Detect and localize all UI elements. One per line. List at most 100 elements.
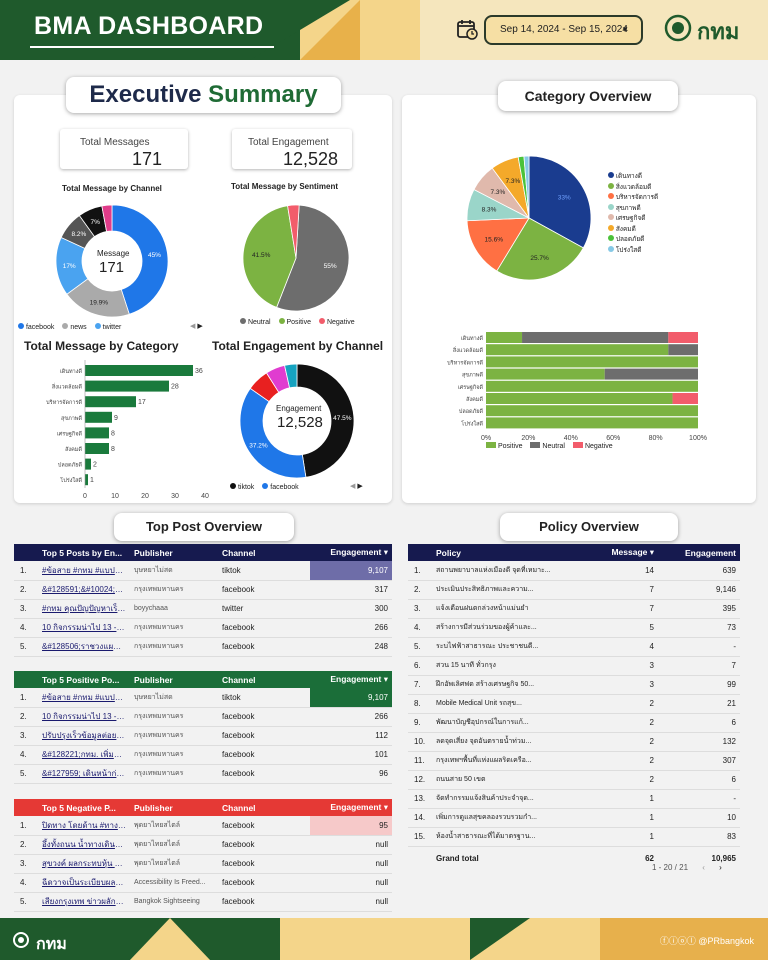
message-by-channel-donut: 45% 19.9% 17% 8.2% 7% [55, 204, 169, 318]
table-row[interactable]: 10. ลดจุดเสี่ยง จุดอันตรายน้ำท่วม... 2 132 [408, 732, 740, 752]
slice-label-0: 33% [558, 195, 571, 202]
date-range-text: Sep 14, 2024 - Sep 15, 2024 [500, 24, 628, 35]
slice-2 [287, 204, 300, 259]
bar-value-6: 2 [93, 462, 97, 469]
table-row[interactable]: 9. พัฒนาบัญชีอุปกรณ์ในการแก้... 2 6 [408, 713, 740, 733]
stack-seg-3-1 [604, 368, 698, 380]
category-overview-panel [402, 95, 756, 503]
stack-seg-2-0 [486, 356, 698, 368]
slice-0 [296, 363, 355, 478]
table-row[interactable]: 11. กรุงเทพฯพื้นที่แห่งแผลริดเครือ... 2 307 [408, 751, 740, 771]
engagement-legend: tiktok facebook [230, 483, 299, 491]
bar-3 [85, 411, 112, 423]
slice-2 [466, 217, 530, 272]
engagement-by-channel-donut: 47.5% 37.2% [239, 363, 355, 479]
table-row[interactable]: 15. ห้องน้ำสาธารณะที่ได้มาตรฐาน... 1 83 [408, 827, 740, 847]
social-handle: ⓕⓘⓞⓛ @PRbangkok [659, 936, 754, 946]
slice-label-1: 41.5% [252, 252, 271, 259]
table-row[interactable]: 12. ถนนสาย 50 เขต 2 6 [408, 770, 740, 790]
top-positive-posts-table: Top 5 Positive Po... Publisher Channel Enga… [14, 671, 392, 784]
table-row[interactable]: 6. สวน 15 นาที ทั่วกรุง 3 7 [408, 656, 740, 676]
slice-label-1: 37.2% [249, 443, 268, 450]
table-row[interactable]: 7. ฝึกอัพเลิศฟด สร้างเศรษฐกิจ 50... 3 99 [408, 675, 740, 695]
table-row[interactable]: 4. สร้างการมีส่วนร่วมของผู้ค้าและ... 5 73 [408, 618, 740, 638]
table-row[interactable]: 4. 10 กิจกรรมน่าไป 13 - 19... กรุงเทพมหานค… [14, 618, 392, 638]
date-range-picker[interactable]: Sep 14, 2024 - Sep 15, 2024 ▼ [484, 15, 643, 45]
policy-table: Policy Message ▾ Engagement 1. สถานพยาบาลแห่… [408, 544, 740, 870]
slice-label-2: 15.6% [485, 236, 504, 243]
table-row[interactable]: 2. 10 กิจกรรมน่าไป 13 - 19... กรุงเทพมหานค… [14, 707, 392, 727]
stacked-bar-legend: Positive Neutral Negative [486, 442, 613, 450]
top-posts-table: Top 5 Posts by En... Publisher Channel Enga… [14, 544, 392, 657]
stack-x-tick: 20% [521, 435, 535, 442]
table-row[interactable]: 5. &#127959; เดินหน้าก่อ... กรุงเทพมหานคร f… [14, 764, 392, 784]
table-row[interactable]: 1. ปิดทาง โดยด้าน #ทางผ่าน... พุดยาไทยสไตล… [14, 816, 392, 836]
top-post-overview-title: Top Post Overview [114, 513, 294, 541]
stack-seg-0-2 [668, 332, 698, 343]
stack-seg-7-0 [486, 417, 698, 429]
slice-label-0: 55% [324, 263, 337, 270]
table-row[interactable]: 3. สุขวงค์ ผลกระทบหุ้น ส่ง... พุดยาไทยสไตล… [14, 854, 392, 874]
dropdown-caret-icon: ▼ [621, 25, 629, 34]
cat-label-0: เดินทางดี [60, 368, 83, 375]
legend-item: สิ่งแวดล้อมดี [608, 182, 658, 194]
table-row[interactable]: 1.#ข้อสาย #กทม #แบประกาศ...บุษหยาไม่สดti… [14, 688, 392, 708]
total-messages-card: Total Messages 171 [60, 129, 188, 169]
footer: กทม ⓕⓘⓞⓛ @PRbangkok [0, 918, 768, 960]
table-header: Top 5 Negative P... Publisher Channel Engag… [14, 799, 392, 816]
table-row[interactable]: 8. Mobile Medical Unit รถสุข... 2 21 [408, 694, 740, 714]
channel-center-label: Message [97, 249, 130, 258]
table-row[interactable]: 1.#ข้อสาย #กทม #แบประกาศ...บุษหยาไม่สดti… [14, 561, 392, 581]
category-overview-legend: เดินทางดี สิ่งแวดล้อมดี บริหารจัดการดี ส… [608, 172, 658, 256]
slice-label-3: 8.3% [482, 207, 497, 214]
x-tick: 0 [83, 493, 87, 500]
table-row[interactable]: 3. ปรับปรุงเร็วข้อมูลต่อยอด... กรุงเทพมหาน… [14, 726, 392, 746]
x-tick: 30 [171, 493, 179, 500]
bar-1 [85, 380, 169, 392]
legend-page-arrows-icon[interactable]: ◀ ▶ [190, 323, 203, 330]
stack-cat-label-3: สุขภาพดี [462, 372, 483, 379]
table-row[interactable]: 5. ระบไฟฟ้าสาธารณะ ประชาชนดี... 4- [408, 637, 740, 657]
bar-5 [85, 443, 109, 454]
table-row[interactable]: 2. ประเมินประสิทธิภาพและความ... 7 9,146 [408, 580, 740, 600]
table-row[interactable]: 14. เพิ่มการดูแลสุขคลองรวบรวมกำ... 1 10 [408, 808, 740, 828]
bar-value-7: 1 [90, 477, 94, 484]
table-header: Top 5 Positive Po... Publisher Channel Enga… [14, 671, 392, 688]
table-row[interactable]: 5. &#128506;ราชวงแผนการ... กรุงเทพมหานคร fa… [14, 637, 392, 657]
table-row[interactable]: 3. #กทม คุณปัญปัญหาเร็จฯ... boyychaaa twitt… [14, 599, 392, 619]
table-row[interactable]: 2.&#128591;&#10024;กรุงเทพ...กรุงเทพมหาน… [14, 580, 392, 600]
legend-item: เดินทางดี [608, 172, 658, 183]
stack-x-tick: 60% [606, 435, 620, 442]
prev-page-icon[interactable]: ‹ [702, 863, 705, 872]
stack-x-tick: 0% [481, 435, 491, 442]
title-underline [30, 46, 274, 48]
cat-label-3: สุขภาพดี [61, 415, 82, 422]
stack-cat-label-2: บริหารจัดการดี [447, 359, 483, 366]
table-row[interactable]: 4. &#128221;กทม. เพิ่มกระ... กรุงเทพมหานคร… [14, 745, 392, 765]
total-engagement-card: Total Engagement 12,528 [232, 129, 352, 169]
table-row[interactable]: 5. เสียงกรุงเทพ ข่าวผลักปี... Bangkok Sigh… [14, 892, 392, 912]
slice-label-1: 19.9% [90, 299, 109, 306]
stack-x-tick: 100% [689, 435, 707, 442]
engagement-chart-title: Total Engagement by Channel [212, 339, 384, 353]
bar-value-3: 9 [114, 415, 118, 422]
bar-value-0: 36 [195, 368, 203, 375]
table-row[interactable]: 13. จัดทำกรรมแจ้งสินค้าประจำจุด... 1- [408, 789, 740, 809]
category-chart-title: Total Message by Category [24, 339, 179, 353]
calendar-icon[interactable] [456, 18, 478, 40]
top-negative-posts-table: Top 5 Negative P... Publisher Channel Engag… [14, 799, 392, 912]
stack-x-tick: 80% [649, 435, 663, 442]
table-row[interactable]: 2. อึ้งทั้งถนน น้ำทางเดินของ... พุดยาไทยสไ… [14, 835, 392, 855]
legend-page-arrows-icon-2[interactable]: ◀ ▶ [350, 483, 363, 490]
x-tick: 40 [201, 493, 209, 500]
category-overview-pie: 33% 25.7% 15.6% 8.3% 7.3%7.3% [466, 155, 592, 281]
table-row[interactable]: 3. แจ้งเตือนฝนตกล่วงหน้าแม่นยำ 7 395 [408, 599, 740, 619]
bar-7 [85, 474, 88, 486]
social-icons: ⓕⓘⓞⓛ [659, 936, 699, 946]
table-row[interactable]: 1. สถานพยาบาลแห่งเมืองดี จุดที่เหมาะ... 14… [408, 561, 740, 581]
engagement-center-label: Engagement [276, 404, 322, 413]
next-page-icon[interactable]: › [719, 863, 722, 872]
table-row[interactable]: 4. ฉีดวาจเป็นระเบียบผลก A... Accessibility… [14, 873, 392, 893]
slice-label-4: 7% [90, 219, 100, 226]
slice-label-2: 17% [63, 263, 76, 270]
